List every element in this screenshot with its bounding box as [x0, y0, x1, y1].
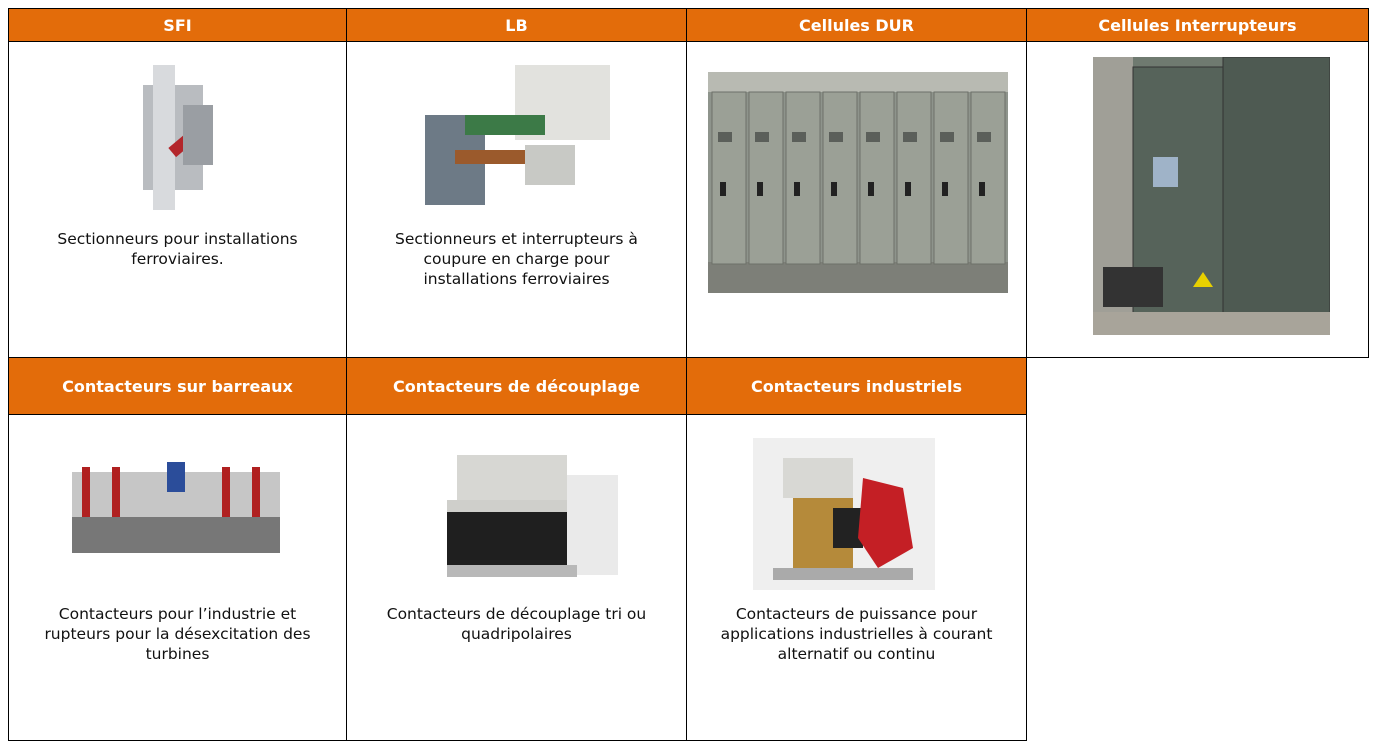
product-cell: Contacteurs de découplage Contacteurs de … — [346, 357, 687, 741]
cell-header: Contacteurs sur barreaux — [9, 358, 346, 415]
cell-header: Contacteurs industriels — [687, 358, 1026, 415]
product-cell: Cellules DUR — [686, 8, 1027, 358]
product-cell: LB Sectionneurs et interrupteurs à coupur… — [346, 8, 687, 358]
cell-description: Sectionneurs pour installations ferrovia… — [57, 230, 298, 268]
cell-description: Contacteurs de découplage tri ou quadrip… — [386, 605, 647, 643]
product-cell: Cellules Interrupteurs — [1026, 8, 1369, 358]
product-image — [1093, 57, 1330, 335]
cell-header: SFI — [9, 9, 346, 42]
product-image — [708, 72, 1008, 293]
cell-header: Contacteurs de découplage — [347, 358, 686, 415]
cell-description: Contacteurs pour l’industrie et rupteurs… — [44, 605, 311, 663]
product-cell: Contacteurs sur barreaux Contacteurs pour… — [8, 357, 347, 741]
product-cell: Contacteurs industriels Contacteurs de pu… — [686, 357, 1027, 741]
product-cell: SFI Sectionneurs pour installations ferro… — [8, 8, 347, 358]
cell-header: LB — [347, 9, 686, 42]
cell-header: Cellules Interrupteurs — [1027, 9, 1368, 42]
product-image — [72, 462, 280, 553]
cell-header: Cellules DUR — [687, 9, 1026, 42]
product-image — [447, 455, 618, 577]
cell-description: Sectionneurs et interrupteurs à coupure … — [395, 230, 638, 288]
product-image — [425, 65, 610, 205]
product-image — [753, 438, 935, 590]
cell-description: Contacteurs de puissance pour applicatio… — [720, 605, 993, 663]
product-image — [143, 65, 213, 210]
